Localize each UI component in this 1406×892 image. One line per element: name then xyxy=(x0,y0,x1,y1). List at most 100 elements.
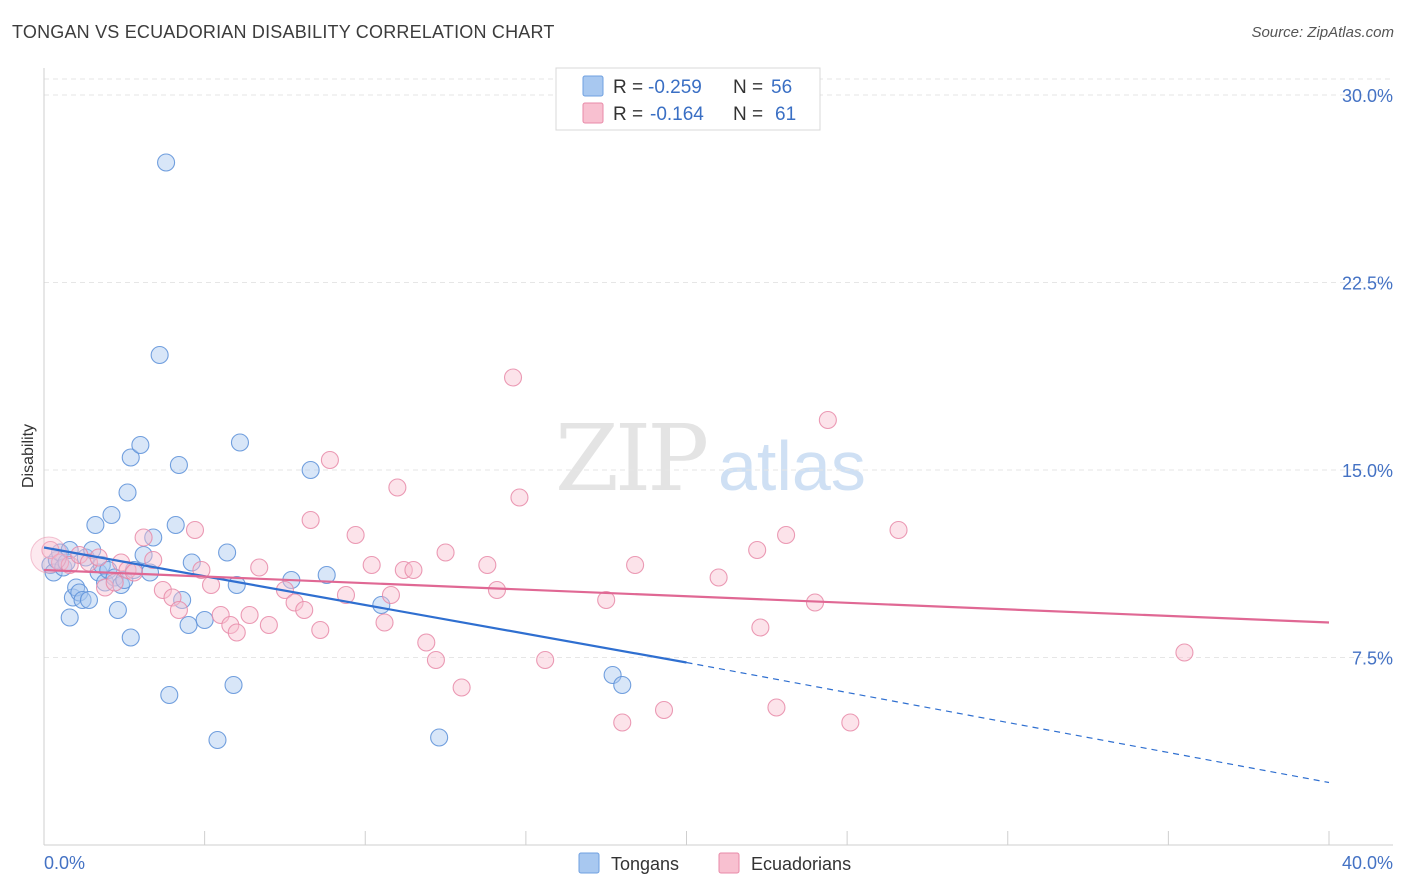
data-point xyxy=(134,528,153,547)
y-tick-label: 7.5% xyxy=(1352,649,1393,669)
data-point xyxy=(169,600,188,620)
data-point xyxy=(430,728,449,747)
x-ticks xyxy=(204,831,1330,845)
data-point xyxy=(259,615,278,635)
data-point xyxy=(301,510,320,530)
data-point xyxy=(240,605,259,625)
legend-swatch-tongans xyxy=(582,75,604,97)
data-point xyxy=(767,698,786,717)
data-point xyxy=(536,650,555,670)
data-point xyxy=(417,633,436,652)
data-point xyxy=(166,515,185,535)
data-point xyxy=(709,568,728,587)
data-point xyxy=(79,590,99,610)
data-point xyxy=(295,600,314,620)
series-legend-swatch-tongans xyxy=(578,852,600,874)
trend-line-tongans xyxy=(43,546,687,664)
series-legend-label-ecuadorians: Ecuadorians xyxy=(751,854,851,874)
data-point xyxy=(60,608,79,627)
data-point xyxy=(185,520,205,540)
data-point xyxy=(105,573,124,592)
data-point xyxy=(317,565,336,585)
data-point xyxy=(102,505,121,525)
data-point xyxy=(346,525,365,545)
y-axis-title: Disability xyxy=(20,424,37,488)
data-point xyxy=(218,543,237,562)
data-point xyxy=(320,450,339,470)
data-point xyxy=(1175,643,1194,662)
data-point xyxy=(211,605,230,625)
chart-source: Source: ZipAtlas.com xyxy=(1251,24,1394,41)
data-point xyxy=(285,593,304,612)
watermark-atlas: atlas xyxy=(718,427,866,505)
data-point xyxy=(144,550,163,570)
data-point xyxy=(748,540,767,560)
data-point xyxy=(227,623,246,642)
data-point xyxy=(157,153,176,172)
legend-r-value-1: -0.164 xyxy=(650,104,704,125)
data-point xyxy=(336,585,356,605)
data-point xyxy=(841,713,860,732)
data-point xyxy=(121,448,140,467)
data-point xyxy=(394,560,413,580)
data-point xyxy=(510,488,529,507)
ecuadorians-points xyxy=(30,368,1194,732)
legend-r-label-0: R = xyxy=(613,77,643,98)
data-point xyxy=(603,665,622,685)
data-point xyxy=(426,650,445,670)
data-point xyxy=(86,515,105,535)
legend-n-value-1: 61 xyxy=(775,104,796,125)
series-legend: Tongans Ecuadorians xyxy=(578,852,851,874)
legend-n-label-0: N = xyxy=(733,77,763,98)
data-point xyxy=(362,555,381,575)
trend-line-ecuadorians xyxy=(43,568,1330,624)
y-tick-labels: 7.5% 15.0% 22.5% 30.0% xyxy=(1342,86,1393,669)
legend-n-value-0: 56 xyxy=(771,77,792,98)
data-point xyxy=(311,620,330,640)
y-tick-label: 15.0% xyxy=(1342,461,1393,481)
legend: R = -0.259 N = 56 R = -0.164 N = 61 xyxy=(555,67,821,131)
data-point xyxy=(224,675,243,695)
data-point xyxy=(73,590,92,610)
data-point xyxy=(375,613,394,632)
data-point xyxy=(613,713,632,732)
data-point xyxy=(160,685,179,705)
data-point xyxy=(208,730,227,750)
data-point xyxy=(131,435,150,455)
data-point xyxy=(654,700,674,720)
data-point xyxy=(169,455,188,475)
data-point xyxy=(381,585,401,605)
data-point xyxy=(597,590,616,610)
data-point xyxy=(388,478,407,497)
y-tick-label: 30.0% xyxy=(1342,86,1393,106)
x-tick-label-min: 0.0% xyxy=(44,853,85,873)
data-point xyxy=(436,543,455,562)
data-point xyxy=(751,618,770,637)
data-point xyxy=(250,558,269,577)
data-point-cluster xyxy=(30,536,68,574)
data-point xyxy=(179,615,198,635)
data-point xyxy=(182,553,201,572)
data-point xyxy=(487,580,507,600)
data-point xyxy=(144,528,163,547)
legend-n-label-1: N = xyxy=(733,104,763,125)
legend-r-label-1: R = xyxy=(613,104,643,125)
trend-lines xyxy=(43,546,1330,784)
data-point xyxy=(777,525,796,545)
data-point xyxy=(478,555,497,575)
watermark-zip: ZIP xyxy=(555,405,706,512)
data-point xyxy=(613,675,632,695)
chart-title: TONGAN VS ECUADORIAN DISABILITY CORRELAT… xyxy=(12,22,555,42)
legend-r-value-0: -0.259 xyxy=(648,77,702,98)
tongans-points xyxy=(41,153,632,750)
data-point xyxy=(150,345,169,365)
data-point xyxy=(221,615,240,635)
data-point xyxy=(95,578,115,597)
data-point xyxy=(503,368,523,387)
data-point xyxy=(626,555,645,575)
x-tick-label-max: 40.0% xyxy=(1342,853,1393,873)
data-point xyxy=(118,483,137,502)
data-point xyxy=(195,610,214,630)
y-tick-label: 22.5% xyxy=(1342,274,1393,294)
